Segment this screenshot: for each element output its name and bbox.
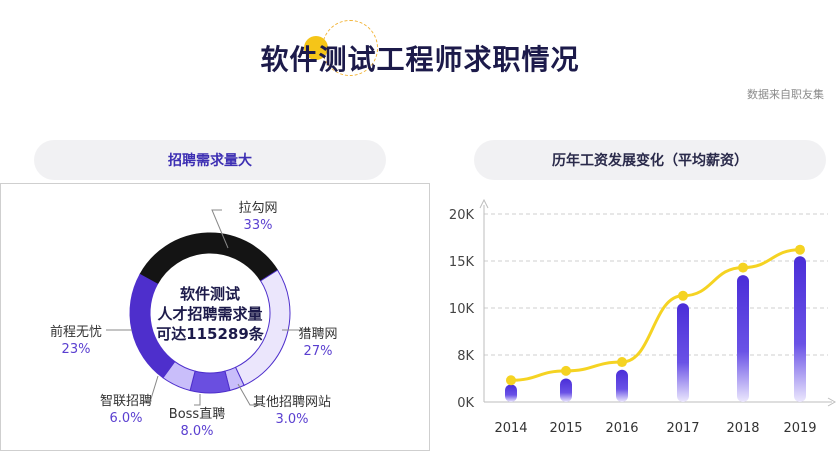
section-pill-demand: 招聘需求量大 (34, 140, 386, 180)
salary-trend-point (678, 290, 688, 301)
y-axis-arrow (479, 198, 489, 209)
salary-trend-point (738, 262, 748, 273)
salary-bar (794, 256, 806, 402)
donut-leader-line (211, 209, 229, 249)
donut-slice-name: 猎聘网 (298, 327, 337, 342)
donut-slice-name: 智联招聘 (100, 394, 152, 409)
donut-slice (129, 273, 176, 379)
y-tick-label: 10K (449, 302, 475, 317)
section-label-salary: 历年工资发展变化（平均薪资） (552, 153, 748, 169)
decor-dot (304, 36, 328, 60)
section-label-demand: 招聘需求量大 (168, 153, 252, 169)
section-pill-salary: 历年工资发展变化（平均薪资） (474, 140, 826, 180)
donut-slice-value: 27% (304, 344, 333, 359)
x-tick-label: 2019 (783, 421, 816, 436)
donut-leader-line (237, 383, 260, 406)
y-tick-label: 8K (457, 349, 474, 364)
x-tick-label: 2017 (666, 421, 699, 436)
salary-trend-point (506, 375, 516, 386)
x-tick-label: 2018 (726, 421, 759, 436)
x-axis-arrow (827, 397, 837, 407)
x-tick-label: 2016 (605, 421, 638, 436)
salary-bar (505, 384, 517, 402)
y-tick-label: 0K (457, 396, 474, 411)
data-source-note: 数据来自职友集 (747, 88, 824, 101)
donut-slice-value: 6.0% (109, 411, 142, 426)
x-tick-label: 2015 (549, 421, 582, 436)
donut-center-text: 可达115289条 (156, 325, 265, 343)
donut-leader-line (194, 394, 201, 406)
salary-trend-point (561, 365, 571, 376)
donut-center (151, 254, 269, 372)
salary-bar (677, 303, 689, 402)
y-tick-label: 15K (449, 255, 475, 270)
donut-slice-name: 拉勾网 (238, 201, 277, 216)
donut-slice-value: 33% (244, 218, 273, 233)
salary-bar (737, 275, 749, 402)
donut-slice-name: 其他招聘网站 (253, 395, 331, 410)
donut-slice-value: 3.0% (275, 412, 308, 427)
salary-trend-line (510, 248, 801, 382)
salary-bar (616, 369, 628, 402)
donut-slice-name: 前程无忧 (50, 324, 102, 340)
donut-slice (189, 370, 231, 394)
donut-center-text: 软件测试 (180, 285, 240, 303)
donut-chart: 拉勾网 33% 猎聘网 27% 其他招聘网站 3.0% Boss直聘 8.0% 智联招聘 6.0%… (50, 201, 338, 439)
donut-leader-line (144, 375, 159, 403)
donut-slice-name: Boss直聘 (169, 407, 225, 422)
salary-trend-point (795, 244, 805, 255)
y-tick-label: 20K (449, 208, 475, 223)
donut-slice-value: 23% (62, 342, 91, 357)
salary-bar (560, 378, 572, 402)
page-title: 软件测试工程师求职情况 (260, 43, 580, 76)
donut-slice-value: 8.0% (180, 424, 213, 439)
donut-center-text: 人才招聘需求量 (157, 305, 262, 323)
salary-trend-point (617, 357, 627, 368)
x-tick-label: 2014 (494, 421, 527, 436)
